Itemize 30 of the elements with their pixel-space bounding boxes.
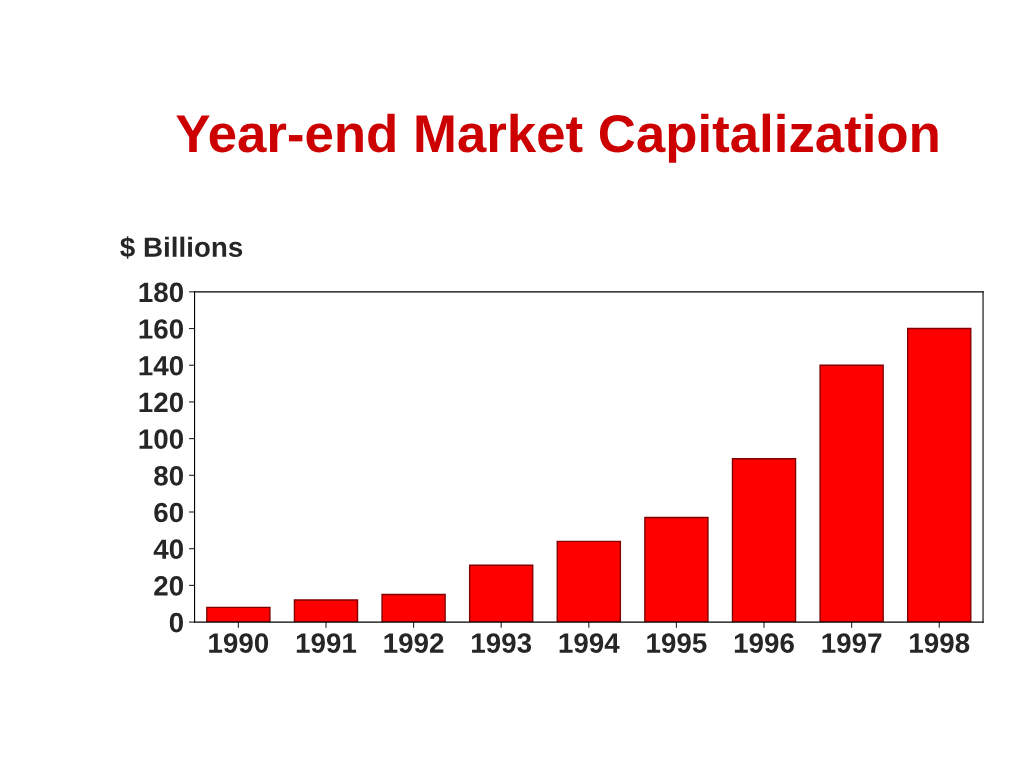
bar [819, 364, 884, 623]
x-tick-label: 1995 [647, 633, 707, 653]
y-tick-label: 100 [139, 429, 184, 449]
x-tick-label: 1993 [472, 633, 532, 653]
y-tick-label: 140 [139, 355, 184, 376]
bar [468, 564, 534, 623]
y-tick-label: 60 [154, 502, 184, 523]
y-tick-label: 20 [154, 576, 184, 596]
bar [381, 593, 446, 623]
x-tick-label: 1998 [910, 633, 970, 653]
x-tick-label: 1997 [822, 633, 882, 653]
chart-title: Year-end Market Capitalization [176, 113, 938, 163]
y-tick-label: 120 [139, 392, 184, 413]
bar [556, 540, 622, 623]
y-axis-title: $ Billions [120, 236, 243, 259]
x-tick-label: 1991 [296, 633, 357, 653]
y-tick-label: 0 [169, 612, 184, 633]
y-tick-label: 80 [154, 465, 184, 486]
y-tick-label: 160 [139, 319, 184, 339]
bar [206, 606, 271, 623]
bar [907, 327, 972, 623]
x-tick-label: 1994 [559, 633, 620, 653]
x-tick-label: 1996 [734, 633, 794, 653]
bar [731, 458, 797, 623]
y-tick-label: 180 [139, 282, 184, 303]
y-tick-label: 40 [153, 539, 184, 560]
x-tick-label: 1992 [384, 633, 444, 653]
bar [644, 516, 709, 623]
x-tick-label: 1990 [209, 633, 269, 653]
bar [293, 599, 359, 623]
